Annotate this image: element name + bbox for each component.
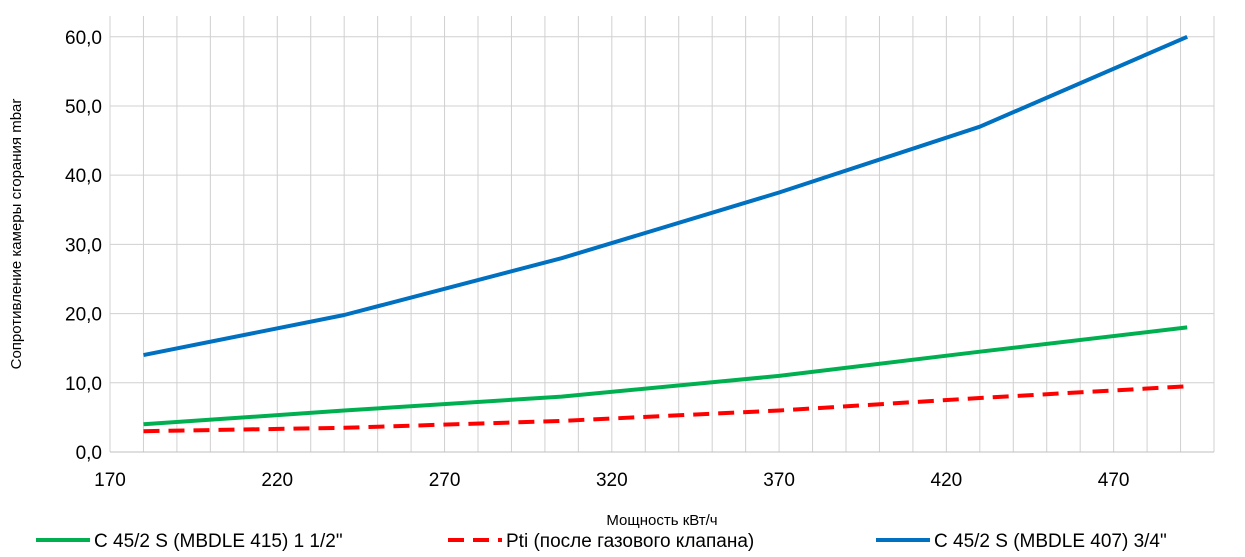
x-tick-label: 270: [429, 470, 461, 491]
x-tick-label: 420: [931, 470, 963, 491]
y-axis-title: Сопротивление камеры сгорания mbar: [8, 99, 25, 370]
y-tick-label: 10,0: [65, 374, 102, 395]
plot-area: [143, 34, 1188, 434]
x-tick-label: 370: [763, 470, 795, 491]
y-tick-label: 0,0: [76, 443, 102, 464]
y-tick-label: 50,0: [65, 97, 102, 118]
x-tick-label: 470: [1098, 470, 1130, 491]
legend-label: Pti (после газового клапана): [506, 531, 754, 552]
series-line-1: [143, 325, 1188, 427]
legend-label: C 45/2 S (MBDLE 407) 3/4": [934, 531, 1167, 552]
x-tick-label: 220: [261, 470, 293, 491]
series-line-3: [143, 34, 1188, 358]
y-tick-label: 60,0: [65, 28, 102, 49]
legend-label: C 45/2 S (MBDLE 415) 1 1/2": [94, 531, 343, 552]
x-tick-label: 320: [596, 470, 628, 491]
x-axis-title: Мощность кВт/ч: [606, 512, 717, 529]
y-tick-label: 30,0: [65, 235, 102, 256]
legend: C 45/2 S (MBDLE 415) 1 1/2" Pti (после га…: [36, 531, 1167, 552]
y-tick-label: 40,0: [65, 166, 102, 187]
axis-ticks: 170 220 270 320 370 420 470 0,0 10,0 20,0 30,0 40,0…: [65, 28, 1129, 491]
x-tick-label: 170: [94, 470, 126, 491]
y-tick-label: 20,0: [65, 305, 102, 326]
series-line-2: [143, 384, 1188, 434]
